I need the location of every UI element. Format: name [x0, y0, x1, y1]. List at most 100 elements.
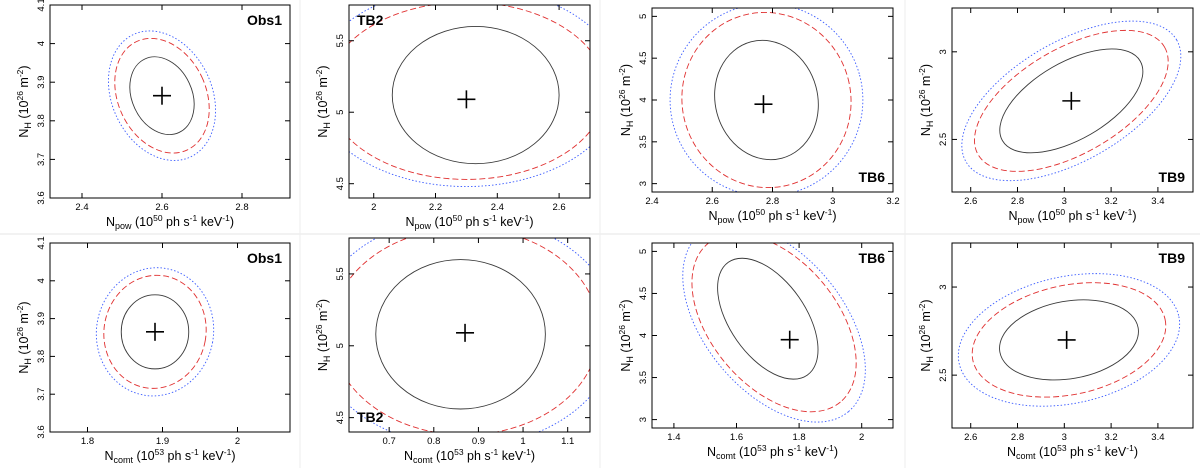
- y-tick-label: 3.8: [36, 114, 47, 127]
- x-axis-label-part: keV: [498, 449, 524, 463]
- y-tick-label: 5: [335, 110, 346, 115]
- y-axis-label-part: 26: [617, 89, 627, 99]
- x-axis-label-part: N: [404, 449, 413, 463]
- y-axis-label-tb2-comt: NH (1026 m-2): [314, 299, 332, 371]
- contour-99pct-tb6-comt: [682, 243, 866, 423]
- x-axis-label-part: -1: [191, 447, 199, 457]
- y-axis-label-part: 26: [314, 91, 324, 101]
- x-tick-label: 2.6: [706, 196, 719, 207]
- x-axis-label-part: N: [105, 449, 114, 463]
- best-fit-marker-obs1-comt: [146, 322, 164, 341]
- x-tick-label: 3.4: [1151, 196, 1164, 207]
- x-axis-label-part: -1: [222, 213, 230, 223]
- best-fit-marker-tb6-comt: [780, 330, 799, 349]
- y-axis-label-obs1-pow: NH (1026 m-2): [15, 65, 33, 137]
- y-axis-label-part: H: [925, 121, 935, 128]
- x-axis-label-tb6-comt: Ncomt (1053 ph s-1 keV-1): [707, 443, 838, 461]
- y-axis-label-part: N: [316, 362, 330, 371]
- y-tick-label: 5.5: [335, 34, 346, 47]
- plot-frame-tb6-comt: [651, 242, 894, 429]
- x-axis-label-part: ): [231, 449, 235, 463]
- y-axis-label-part: ): [919, 299, 933, 303]
- best-fit-marker-tb2-pow: [457, 90, 476, 109]
- y-axis-label-part: (10: [316, 100, 330, 122]
- y-tick-label: 3.6: [36, 191, 47, 204]
- x-axis-label-obs1-comt: Ncomt (1053 ph s-1 keV-1): [105, 447, 236, 465]
- x-axis-label-part: 53: [757, 443, 767, 453]
- x-tick-label: 1.4: [667, 432, 680, 443]
- y-tick-label: 4.1: [36, 0, 47, 12]
- y-tick-label: 4.1: [36, 236, 47, 249]
- y-axis-label-part: N: [919, 127, 933, 136]
- x-tick-label: 2.4: [491, 202, 504, 213]
- y-axis-label-part: N: [17, 129, 31, 138]
- y-tick-label: 5: [638, 249, 649, 254]
- y-tick-label: 2.5: [938, 133, 949, 146]
- x-axis-label-part: -1: [1094, 443, 1102, 453]
- x-tick-label: 2.2: [429, 202, 442, 213]
- x-axis-label-part: keV: [199, 449, 225, 463]
- x-axis-label-part: ph s: [462, 215, 489, 229]
- x-axis-label-part: ): [832, 209, 836, 223]
- y-axis-label-part: H: [625, 121, 635, 128]
- y-axis-label-part: -2: [314, 303, 324, 311]
- x-axis-label-part: keV: [497, 215, 523, 229]
- y-tick-label: 2.5: [938, 369, 949, 382]
- y-axis-label-part: 26: [917, 325, 927, 335]
- x-axis-label-part: -1: [792, 207, 800, 217]
- contour-68pct-tb2-comt: [375, 259, 546, 410]
- y-tick-label: 3: [638, 417, 649, 422]
- y-axis-label-part: m: [316, 77, 330, 91]
- y-axis-label-part: H: [925, 356, 935, 363]
- y-axis-label-part: H: [23, 122, 33, 129]
- y-axis-label-part: 26: [314, 324, 324, 334]
- x-tick-label: 2.6: [552, 202, 565, 213]
- x-axis-label-part: (10: [132, 215, 154, 229]
- x-tick-label: 2.6: [155, 202, 168, 213]
- x-axis-label-part: keV: [1100, 209, 1126, 223]
- best-fit-marker-tb9-pow: [1062, 91, 1081, 110]
- y-tick-label: 3.9: [36, 76, 47, 89]
- x-axis-label-part: -1: [826, 443, 834, 453]
- panel-label-tb2-comt: TB2: [357, 409, 384, 425]
- y-axis-label-part: -2: [15, 305, 25, 313]
- y-tick-label: 3: [938, 284, 949, 289]
- y-tick-label: 5.5: [335, 267, 346, 280]
- contour-90pct-obs1-comt: [103, 274, 207, 389]
- y-axis-label-part: (10: [919, 99, 933, 121]
- panel-label-tb9-comt: TB9: [1159, 250, 1186, 266]
- x-tick-label: 1.8: [792, 432, 805, 443]
- contour-panel-tb6-pow: 2.4 2.6 2.8 3 3.2 3 3.5 4 4.5 5 Npow (1050 ph s-1 …: [617, 7, 900, 225]
- y-tick-label: 3.7: [36, 388, 47, 401]
- x-axis-label-part: N: [106, 215, 115, 229]
- x-axis-label-part: pow: [415, 221, 432, 231]
- y-axis-label-part: ): [316, 299, 330, 303]
- x-axis-label-part: (10: [431, 215, 453, 229]
- plot-frame-tb9-comt: [951, 242, 1194, 429]
- plot-frame-obs1-comt: [49, 242, 291, 433]
- x-axis-label-part: (10: [1036, 445, 1058, 459]
- x-axis-label-part: ph s: [163, 215, 190, 229]
- panel-label-tb9-pow: TB9: [1159, 169, 1186, 185]
- x-axis-label-part: N: [707, 445, 716, 459]
- x-axis-label-part: -1: [491, 447, 499, 457]
- contour-68pct-tb2-pow: [391, 25, 560, 165]
- y-axis-label-part: N: [316, 129, 330, 138]
- x-axis-label-obs1-pow: Npow (1050 ph s-1 keV-1): [106, 213, 234, 231]
- x-axis-label-part: N: [406, 215, 415, 229]
- panel-label-tb6-pow: TB6: [859, 169, 886, 185]
- y-axis-label-part: (10: [919, 334, 933, 356]
- x-axis-label-part: N: [1009, 209, 1018, 223]
- y-tick-label: 4: [638, 333, 649, 338]
- x-axis-label-part: ph s: [164, 449, 191, 463]
- x-axis-label-part: ): [531, 449, 535, 463]
- x-axis-label-part: 53: [454, 447, 464, 457]
- y-axis-label-part: N: [17, 365, 31, 374]
- x-axis-label-part: (10: [1034, 209, 1056, 223]
- y-tick-label: 3.5: [638, 371, 649, 384]
